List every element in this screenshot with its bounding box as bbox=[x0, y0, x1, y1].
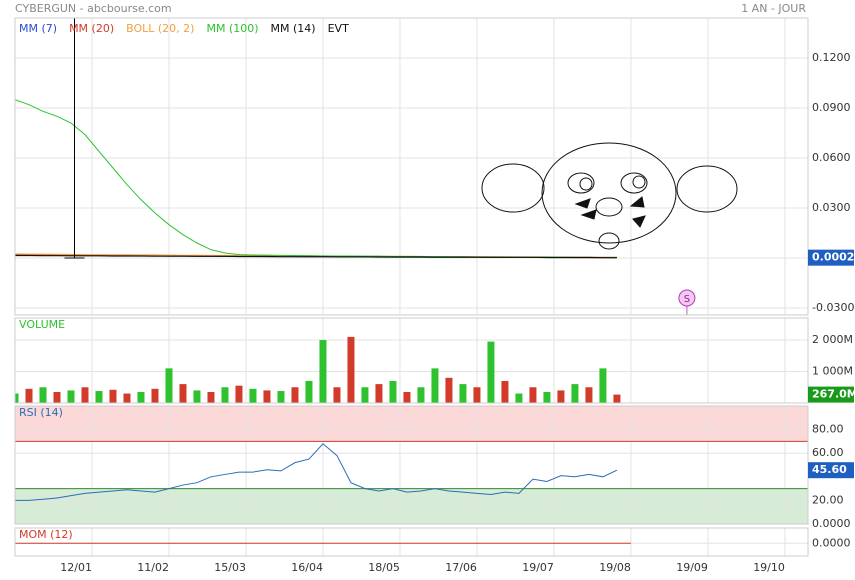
event-marker bbox=[678, 289, 696, 307]
panel-title: RSI (14) bbox=[19, 406, 63, 419]
volume-bar bbox=[193, 390, 201, 403]
volume-bar bbox=[347, 336, 355, 403]
legend-entry: BOLL (20, 2) bbox=[126, 22, 194, 35]
legend-entry: MM (7) bbox=[19, 22, 57, 35]
y-tick-label: 20.00 bbox=[812, 493, 844, 506]
y-tick-label: 60.00 bbox=[812, 446, 844, 459]
volume-bar bbox=[291, 387, 299, 403]
last-value: 267.0M bbox=[812, 388, 855, 401]
volume-bar bbox=[543, 391, 551, 403]
volume-bar bbox=[515, 393, 523, 403]
volume-bar bbox=[305, 380, 313, 403]
panel bbox=[15, 406, 808, 524]
y-tick-label: 0.0000 bbox=[812, 536, 851, 549]
volume-bar bbox=[81, 387, 89, 403]
volume-bar bbox=[137, 391, 145, 403]
volume-bar bbox=[151, 388, 159, 403]
y-tick-label: 2 000M bbox=[812, 333, 853, 346]
volume-bar bbox=[445, 377, 453, 403]
legend-entry: MM (20) bbox=[69, 22, 114, 35]
x-tick-label: 19/09 bbox=[676, 561, 708, 574]
period: 1 AN - JOUR bbox=[741, 2, 806, 15]
x-tick-label: 15/03 bbox=[214, 561, 246, 574]
volume-bar bbox=[165, 368, 173, 403]
x-tick-label: 18/05 bbox=[368, 561, 400, 574]
last-value-box bbox=[808, 386, 854, 403]
volume-bar bbox=[39, 387, 47, 403]
overbought-zone bbox=[15, 406, 808, 442]
volume-bar bbox=[599, 368, 607, 403]
y-tick-label: 1 000M bbox=[812, 365, 853, 378]
y-tick-label: -0.0300 bbox=[812, 301, 854, 314]
volume-bar bbox=[501, 380, 509, 403]
volume-bar bbox=[263, 390, 271, 403]
oversold-zone bbox=[15, 488, 808, 524]
x-tick-label: 19/10 bbox=[753, 561, 785, 574]
line bbox=[15, 99, 617, 258]
volume-bar bbox=[123, 393, 131, 403]
line bbox=[15, 254, 617, 259]
panel-frame bbox=[14, 17, 809, 316]
last-value-box bbox=[808, 249, 854, 266]
legend-entry: MM (100) bbox=[206, 22, 258, 35]
x-tick-label: 12/01 bbox=[60, 561, 92, 574]
volume-bar bbox=[361, 387, 369, 403]
event-label: S bbox=[684, 294, 690, 305]
panel-title: MOM (12) bbox=[19, 528, 73, 541]
volume-bar bbox=[417, 387, 425, 403]
y-tick-label: 80.00 bbox=[812, 423, 844, 436]
volume-bar bbox=[403, 391, 411, 403]
x-tick-label: 19/08 bbox=[599, 561, 631, 574]
volume-bar bbox=[585, 387, 593, 403]
volume-bar bbox=[53, 391, 61, 403]
volume-bar bbox=[487, 341, 495, 403]
x-tick-label: 17/06 bbox=[445, 561, 477, 574]
volume-bar bbox=[221, 387, 229, 403]
volume-bar bbox=[249, 388, 257, 403]
volume-bar bbox=[179, 384, 187, 403]
chart-title: CYBERGUN - abcbourse.com bbox=[15, 2, 172, 15]
volume-bar bbox=[557, 390, 565, 403]
last-value: 0.0002 bbox=[812, 251, 854, 264]
last-value-box bbox=[808, 462, 854, 479]
volume-bar bbox=[109, 389, 117, 403]
volume-bar bbox=[529, 387, 537, 403]
volume-bar bbox=[319, 340, 327, 403]
panel bbox=[15, 18, 808, 315]
volume-bar bbox=[95, 391, 103, 403]
panel-frame bbox=[14, 527, 809, 557]
legend-entry: MM (14) bbox=[271, 22, 316, 35]
volume-bar bbox=[25, 388, 33, 403]
y-tick-label: 0.0300 bbox=[812, 201, 851, 214]
drawing-annotation bbox=[481, 142, 738, 250]
volume-bar bbox=[207, 391, 215, 403]
x-tick-label: 16/04 bbox=[291, 561, 323, 574]
volume-bar bbox=[235, 385, 243, 403]
panel bbox=[15, 528, 808, 556]
volume-bar bbox=[277, 391, 285, 403]
last-value: 45.60 bbox=[812, 463, 847, 476]
y-tick-label: 0.0900 bbox=[812, 101, 851, 114]
volume-bar bbox=[375, 384, 383, 403]
x-tick-label: 19/07 bbox=[522, 561, 554, 574]
volume-bar bbox=[389, 380, 397, 403]
y-tick-label: 0.0600 bbox=[812, 151, 851, 164]
panel bbox=[15, 318, 808, 403]
panel-frame bbox=[14, 317, 809, 404]
volume-bar bbox=[473, 387, 481, 403]
line bbox=[15, 443, 618, 501]
y-tick-label: 0.1200 bbox=[812, 51, 851, 64]
x-tick-label: 11/02 bbox=[137, 561, 169, 574]
volume-bar bbox=[431, 368, 439, 403]
volume-bar bbox=[459, 384, 467, 403]
volume-bar bbox=[333, 387, 341, 403]
volume-bar bbox=[571, 384, 579, 403]
y-tick-label: 0.0000 bbox=[812, 517, 851, 530]
legend-entry: EVT bbox=[328, 22, 349, 35]
volume-bar bbox=[67, 390, 75, 403]
panel-title: VOLUME bbox=[19, 318, 65, 331]
volume-bar bbox=[613, 394, 621, 403]
volume-bar bbox=[15, 393, 19, 403]
